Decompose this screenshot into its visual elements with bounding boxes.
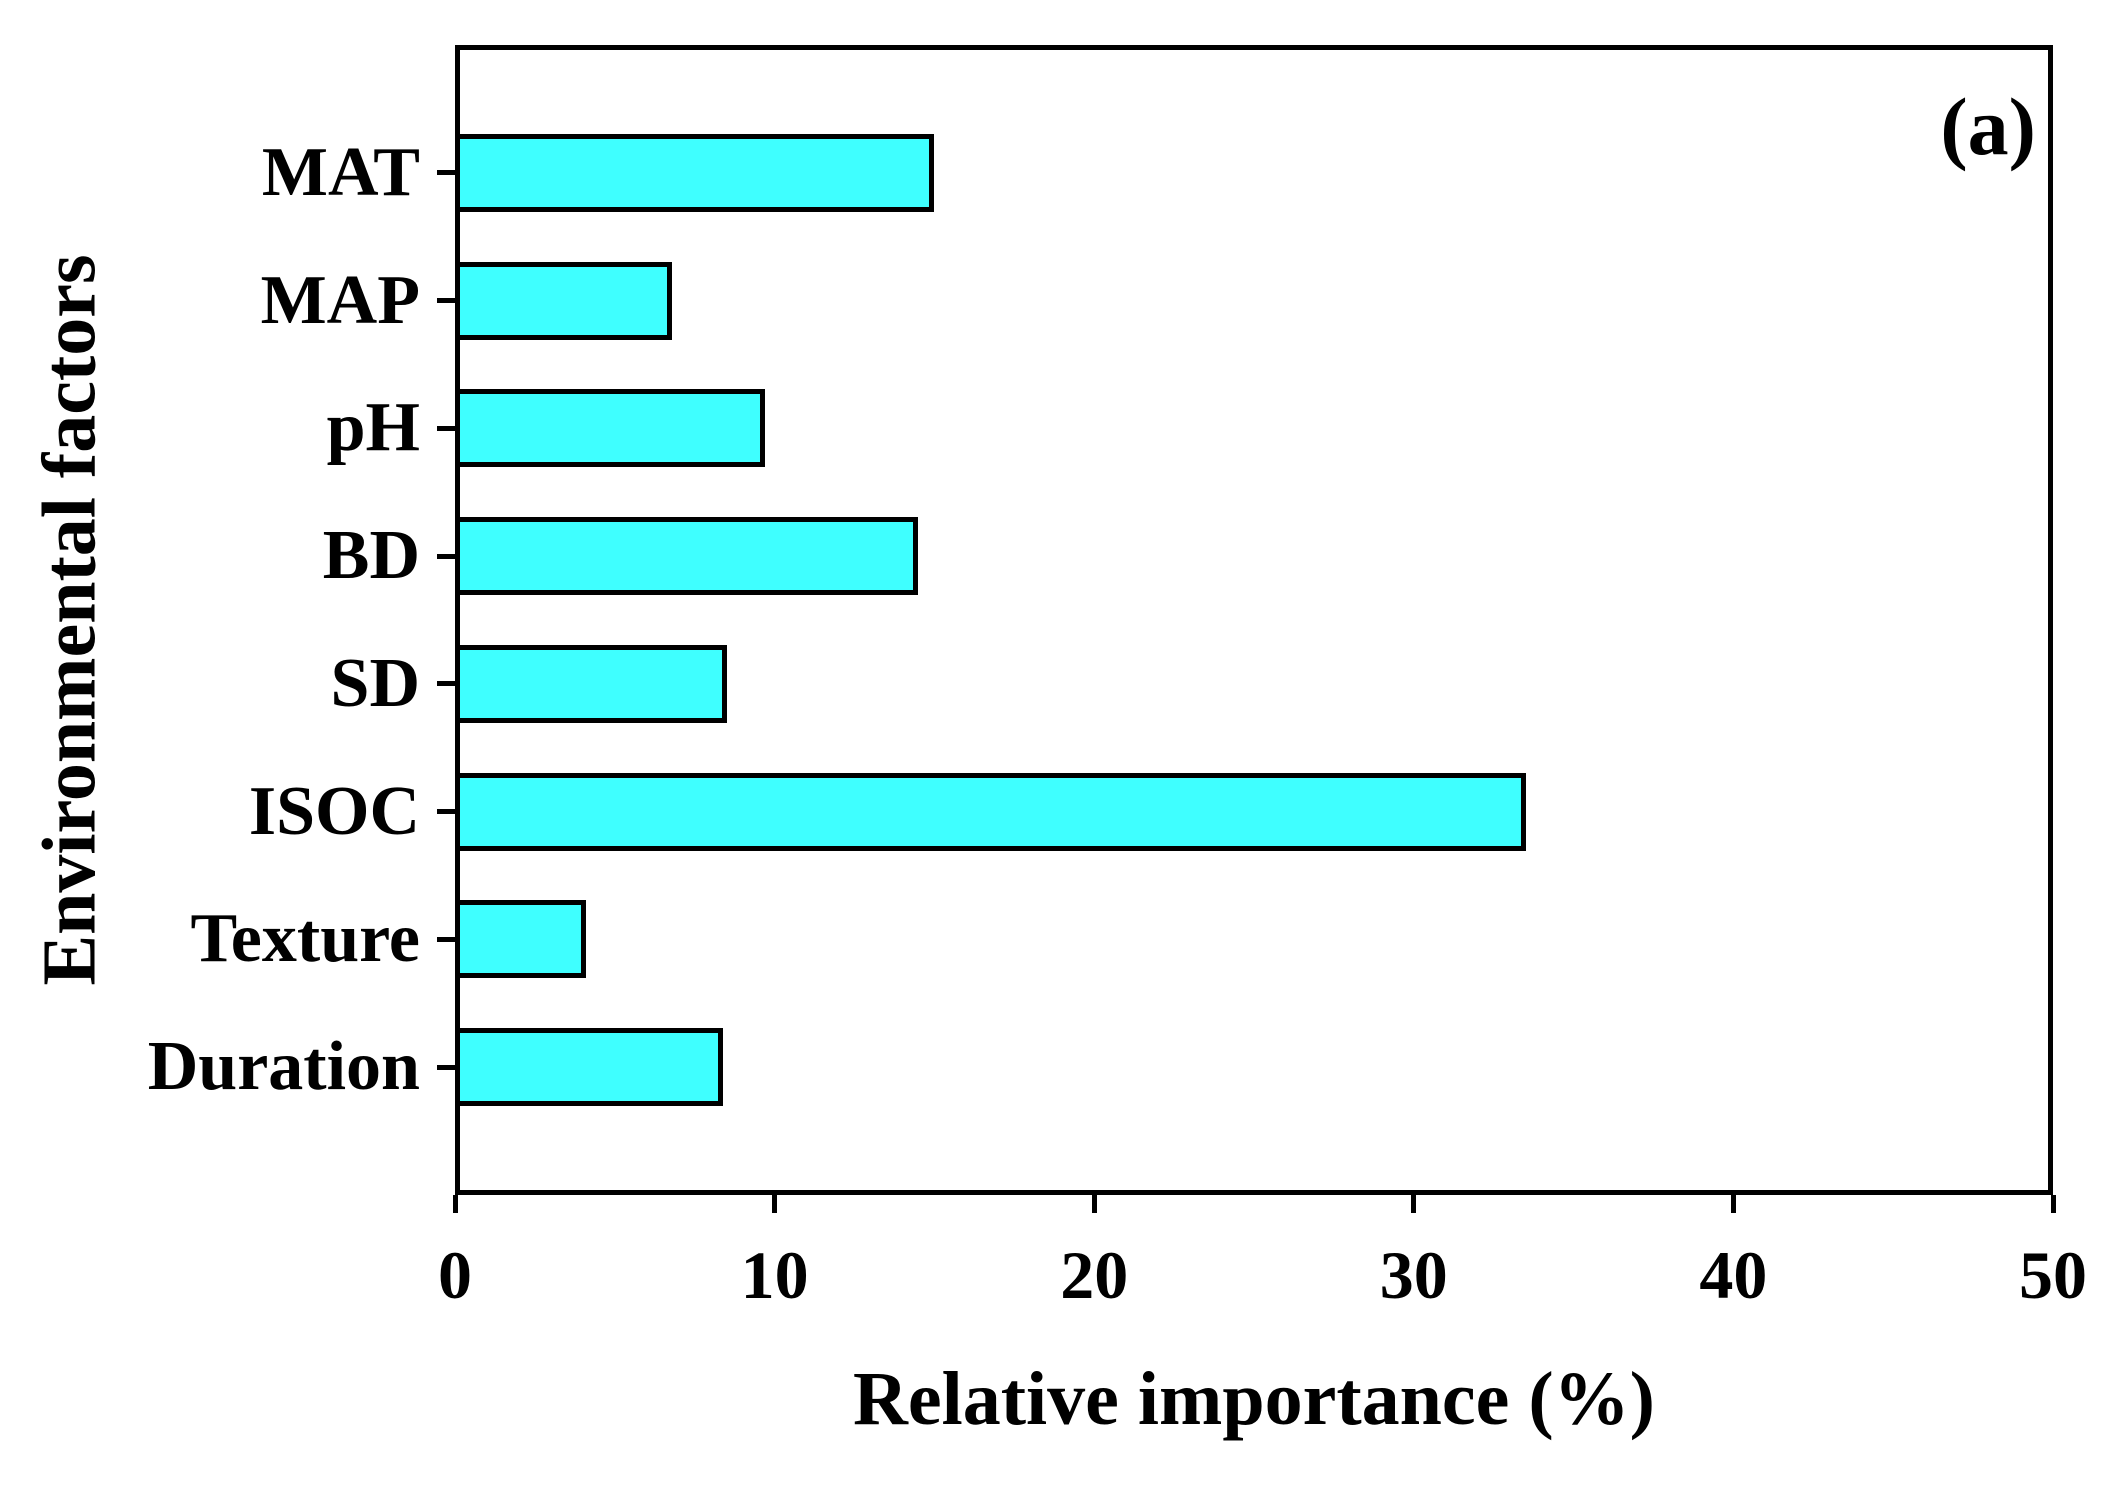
y-tick (437, 553, 455, 559)
y-tick (437, 298, 455, 304)
x-axis-title: Relative importance (%) (853, 1357, 1655, 1441)
bar (460, 517, 919, 596)
y-tick (437, 936, 455, 942)
bar (460, 772, 1526, 851)
y-tick (437, 170, 455, 176)
bar (460, 389, 765, 468)
x-tick (1091, 1195, 1097, 1213)
x-tick-label: 10 (740, 1237, 809, 1313)
category-label: Duration (147, 1028, 420, 1106)
plot-area: (a) (455, 45, 2053, 1195)
x-tick-label: 0 (438, 1237, 472, 1313)
category-label: MAT (261, 133, 420, 211)
bar (460, 261, 673, 340)
x-tick (2050, 1195, 2056, 1213)
y-tick (437, 809, 455, 815)
y-tick (437, 681, 455, 687)
bar (460, 900, 587, 979)
x-tick-label: 40 (1699, 1237, 1768, 1313)
category-label: ISOC (248, 772, 420, 850)
bar (460, 133, 935, 212)
category-label: pH (326, 389, 420, 467)
y-axis-title: Environmental factors (27, 254, 112, 986)
category-label: BD (322, 517, 420, 595)
x-tick (772, 1195, 778, 1213)
x-tick (1411, 1195, 1417, 1213)
bar (460, 644, 727, 723)
x-tick-label: 50 (2019, 1237, 2087, 1313)
category-label: Texture (190, 900, 420, 978)
bar (460, 1028, 724, 1107)
x-tick (452, 1195, 458, 1213)
panel-label: (a) (1940, 81, 2036, 172)
category-label: SD (330, 644, 420, 722)
y-tick (437, 425, 455, 431)
category-label: MAP (260, 261, 420, 339)
y-tick (437, 1064, 455, 1070)
x-tick (1730, 1195, 1736, 1213)
x-tick-label: 30 (1379, 1237, 1448, 1313)
x-tick-label: 20 (1060, 1237, 1129, 1313)
